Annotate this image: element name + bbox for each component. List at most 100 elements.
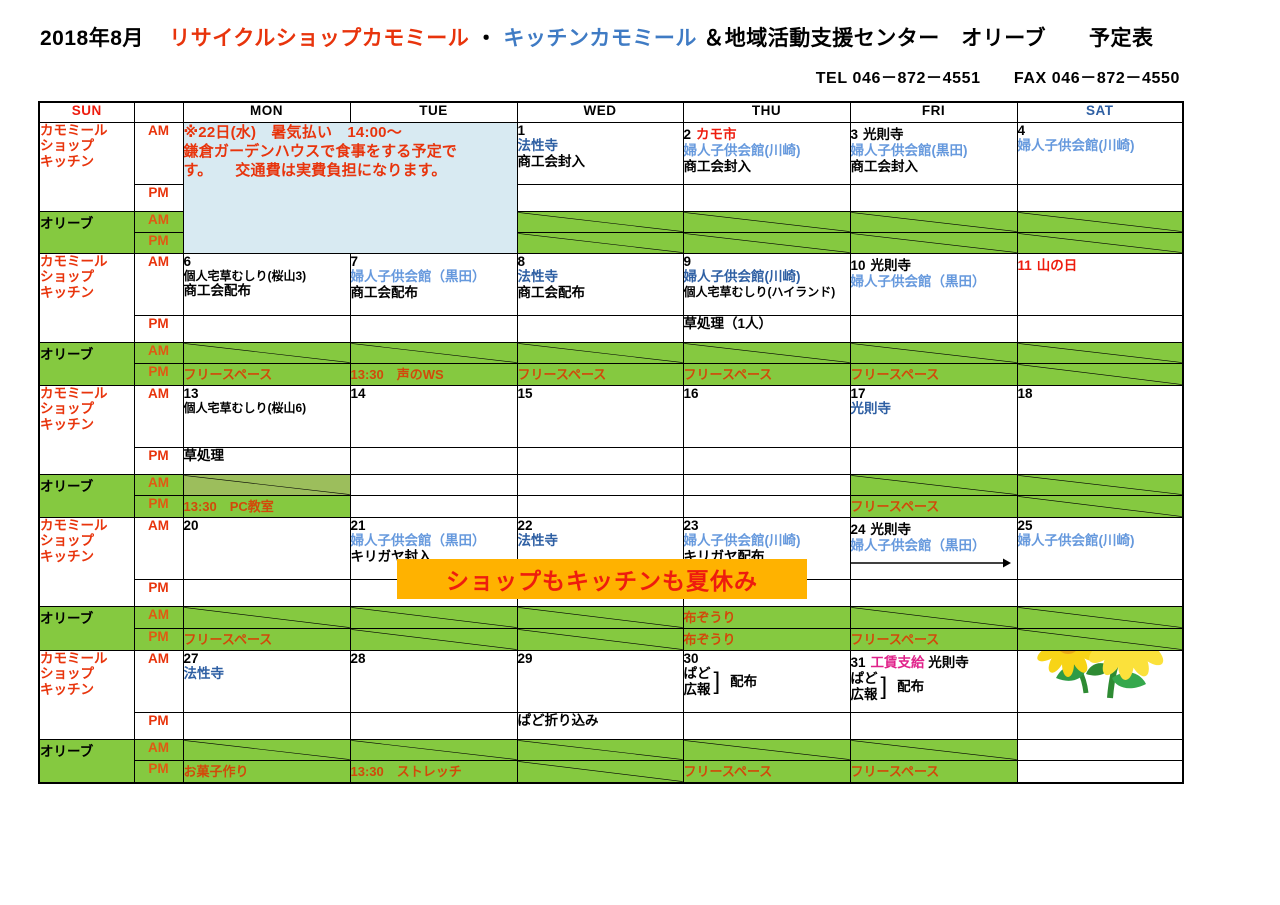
day-cell-pm[interactable] [1016,183,1184,212]
day-cell-am[interactable] [1016,649,1184,713]
day-cell-pm[interactable] [1016,578,1184,607]
olive-cell-pm[interactable] [516,627,684,651]
day-cell-pm[interactable] [182,314,351,343]
olive-cell-am[interactable] [516,341,684,364]
olive-cell-pm[interactable] [849,231,1018,254]
day-cell-am[interactable]: 3 光則寺 婦人子供会館(黒田) 商工会封入 [849,121,1018,185]
day-cell-am[interactable]: 8 法性寺 商工会配布 [516,252,684,316]
day-cell-pm[interactable] [849,578,1018,607]
olive-cell-pm[interactable] [516,231,684,254]
olive-cell-pm[interactable]: フリースペース [849,759,1018,783]
day-cell-pm[interactable] [349,711,518,740]
olive-cell-am[interactable] [682,341,851,364]
day-cell-pm[interactable]: 草処理（1人） [682,314,851,343]
day-cell-am[interactable]: 9 婦人子供会館(川崎) 個人宅草むしり(ハイランド) [682,252,851,316]
day-cell-pm[interactable] [849,183,1018,212]
day-cell-am[interactable]: 15 [516,384,684,448]
olive-cell-am[interactable] [682,210,851,233]
olive-cell-am[interactable] [849,605,1018,629]
olive-cell-pm[interactable] [682,494,851,518]
day-cell-am[interactable]: 17 光則寺 [849,384,1018,448]
olive-cell-pm[interactable]: フリースペース [849,494,1018,518]
day-cell-am[interactable]: 4 婦人子供会館(川崎) [1016,121,1184,185]
day-cell-pm[interactable] [516,314,684,343]
day-cell-am[interactable]: 28 [349,649,518,713]
day-cell-pm[interactable] [849,314,1018,343]
olive-cell-am[interactable] [516,605,684,629]
olive-cell-am[interactable] [1016,341,1184,364]
olive-cell-pm[interactable] [349,494,518,518]
day-cell-pm[interactable] [349,446,518,475]
olive-cell-pm[interactable] [1016,362,1184,386]
olive-cell-pm[interactable] [516,494,684,518]
olive-cell-pm[interactable]: フリースペース [849,362,1018,386]
olive-cell-am[interactable] [1016,210,1184,233]
olive-cell-am[interactable] [516,473,684,496]
day-cell-am[interactable]: 6 個人宅草むしり(桜山3) 商工会配布 [182,252,351,316]
olive-cell-am[interactable] [182,473,351,496]
day-cell-pm[interactable]: ぱど折り込み [516,711,684,740]
olive-cell-pm[interactable] [682,231,851,254]
day-cell-am[interactable]: 20 [182,516,351,580]
olive-cell-am[interactable] [349,341,518,364]
day-cell-am[interactable]: 10 光則寺 婦人子供会館（黒田） [849,252,1018,316]
day-cell-am[interactable]: 31 工賃支給 光則寺 ぱど 広報] 配布 [849,649,1018,713]
day-cell-pm[interactable] [516,183,684,212]
olive-cell-pm[interactable]: フリースペース [516,362,684,386]
day-cell-am[interactable]: 14 [349,384,518,448]
olive-cell-am[interactable] [349,605,518,629]
olive-cell-am[interactable] [682,473,851,496]
olive-cell-am[interactable] [516,210,684,233]
olive-cell-pm[interactable]: 布ぞうり [682,627,851,651]
day-cell-pm[interactable] [849,711,1018,740]
day-cell-am[interactable]: 30 ぱど 広報] 配布 [682,649,851,713]
day-cell-pm[interactable] [1016,711,1184,740]
olive-cell-pm[interactable]: フリースペース [182,362,351,386]
olive-cell-am[interactable] [849,341,1018,364]
olive-cell-am[interactable] [849,738,1018,761]
day-cell-pm[interactable] [1016,314,1184,343]
olive-cell-am[interactable] [849,210,1018,233]
day-cell-pm[interactable] [349,314,518,343]
olive-cell-pm[interactable]: フリースペース [182,627,351,651]
olive-cell-am[interactable] [516,738,684,761]
day-cell-am[interactable]: 18 [1016,384,1184,448]
olive-cell-am[interactable] [182,605,351,629]
olive-cell-pm[interactable] [1016,759,1184,783]
day-cell-pm[interactable] [182,578,351,607]
olive-cell-am[interactable] [182,738,351,761]
olive-cell-am[interactable] [682,738,851,761]
day-cell-am[interactable]: 16 [682,384,851,448]
olive-cell-pm[interactable]: 13:30 声のWS [349,362,518,386]
day-cell-am[interactable]: 11 山の日 [1016,252,1184,316]
day-cell-pm[interactable] [682,183,851,212]
day-cell-am[interactable]: 2 カモ市 婦人子供会館(川崎) 商工会封入 [682,121,851,185]
day-cell-am[interactable]: 1 法性寺 商工会封入 [516,121,684,185]
olive-cell-pm[interactable] [349,627,518,651]
olive-cell-pm[interactable] [1016,494,1184,518]
olive-cell-pm[interactable] [516,759,684,783]
day-cell-am[interactable]: 27 法性寺 [182,649,351,713]
olive-cell-pm[interactable]: お菓子作り [182,759,351,783]
olive-cell-pm[interactable] [1016,231,1184,254]
olive-cell-am[interactable] [849,473,1018,496]
day-cell-am[interactable]: 25 婦人子供会館(川崎) [1016,516,1184,580]
day-cell-am[interactable]: 29 [516,649,684,713]
day-cell-pm[interactable] [182,711,351,740]
day-cell-am[interactable]: 7 婦人子供会館（黒田） 商工会配布 [349,252,518,316]
olive-cell-am[interactable] [1016,605,1184,629]
olive-cell-pm[interactable]: フリースペース [682,759,851,783]
olive-cell-pm[interactable]: フリースペース [849,627,1018,651]
olive-cell-pm[interactable]: フリースペース [682,362,851,386]
olive-cell-am[interactable] [182,341,351,364]
olive-cell-am[interactable] [1016,738,1184,761]
olive-cell-am[interactable] [1016,473,1184,496]
olive-cell-am[interactable] [349,473,518,496]
day-cell-am[interactable]: 24 光則寺 婦人子供会館（黒田） [849,516,1018,580]
olive-cell-pm[interactable]: 13:30 ストレッチ [349,759,518,783]
day-cell-pm[interactable] [1016,446,1184,475]
olive-cell-pm[interactable] [1016,627,1184,651]
olive-cell-am[interactable] [349,738,518,761]
day-cell-pm[interactable] [682,446,851,475]
day-cell-pm[interactable] [682,711,851,740]
